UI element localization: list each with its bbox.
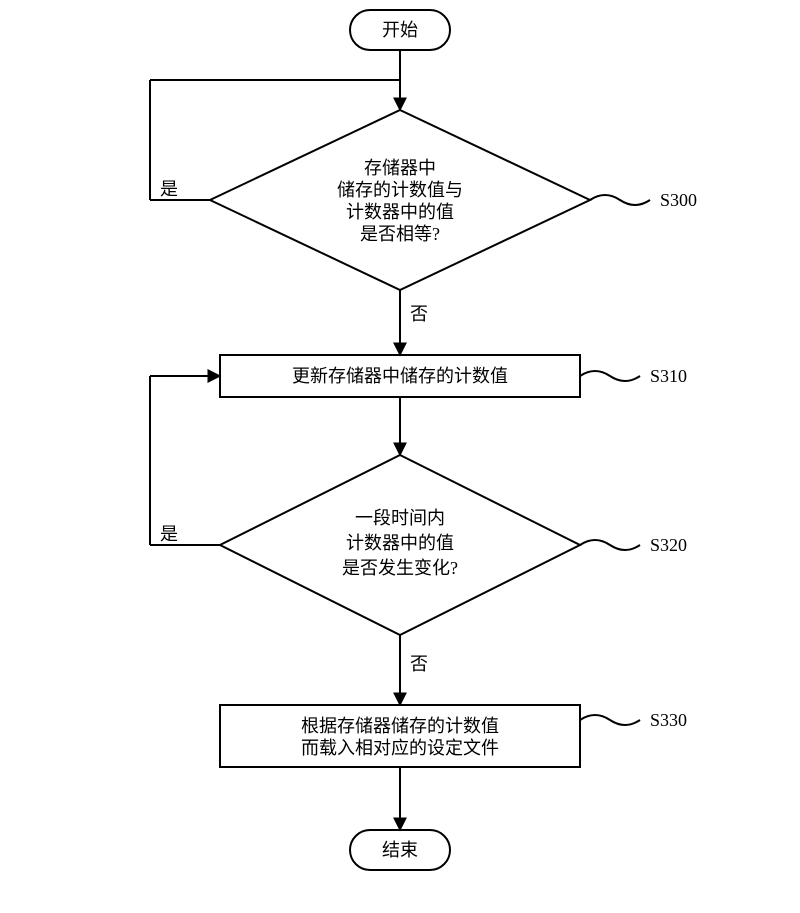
process-1-label: 更新存储器中储存的计数值 bbox=[292, 366, 508, 386]
decision-2-line1: 一段时间内 bbox=[355, 508, 445, 528]
decision-1: 存储器中 储存的计数值与 计数器中的值 是否相等? bbox=[210, 110, 590, 290]
s300-text: S300 bbox=[660, 190, 697, 210]
decision-1-line4: 是否相等? bbox=[360, 224, 440, 244]
decision-2: 一段时间内 计数器中的值 是否发生变化? bbox=[220, 455, 580, 635]
flowchart-canvas: 开始 存储器中 储存的计数值与 计数器中的值 是否相等? S300 是 否 更新… bbox=[0, 0, 800, 913]
process-2: 根据存储器储存的计数值 而载入相对应的设定文件 bbox=[220, 705, 580, 767]
s320-text: S320 bbox=[650, 535, 687, 555]
decision-1-line2: 储存的计数值与 bbox=[337, 180, 463, 200]
d2-yes-label: 是 bbox=[160, 524, 178, 544]
step-label-s330: S330 bbox=[580, 710, 687, 730]
decision-2-line3: 是否发生变化? bbox=[342, 558, 458, 578]
s330-text: S330 bbox=[650, 710, 687, 730]
step-label-s300: S300 bbox=[590, 190, 697, 210]
step-label-s310: S310 bbox=[580, 366, 687, 386]
end-label: 结束 bbox=[382, 840, 418, 860]
decision-2-line2: 计数器中的值 bbox=[346, 533, 454, 553]
process-1: 更新存储器中储存的计数值 bbox=[220, 355, 580, 397]
step-label-s320: S320 bbox=[580, 535, 687, 555]
process-2-line2: 而载入相对应的设定文件 bbox=[301, 738, 499, 758]
decision-1-line3: 计数器中的值 bbox=[346, 202, 454, 222]
decision-1-line1: 存储器中 bbox=[364, 158, 436, 178]
d1-yes-label: 是 bbox=[160, 179, 178, 199]
d2-no-label: 否 bbox=[410, 654, 428, 674]
s310-text: S310 bbox=[650, 366, 687, 386]
d1-no-label: 否 bbox=[410, 304, 428, 324]
process-2-line1: 根据存储器储存的计数值 bbox=[301, 716, 499, 736]
end-node: 结束 bbox=[350, 830, 450, 870]
start-label: 开始 bbox=[382, 20, 418, 40]
start-node: 开始 bbox=[350, 10, 450, 50]
